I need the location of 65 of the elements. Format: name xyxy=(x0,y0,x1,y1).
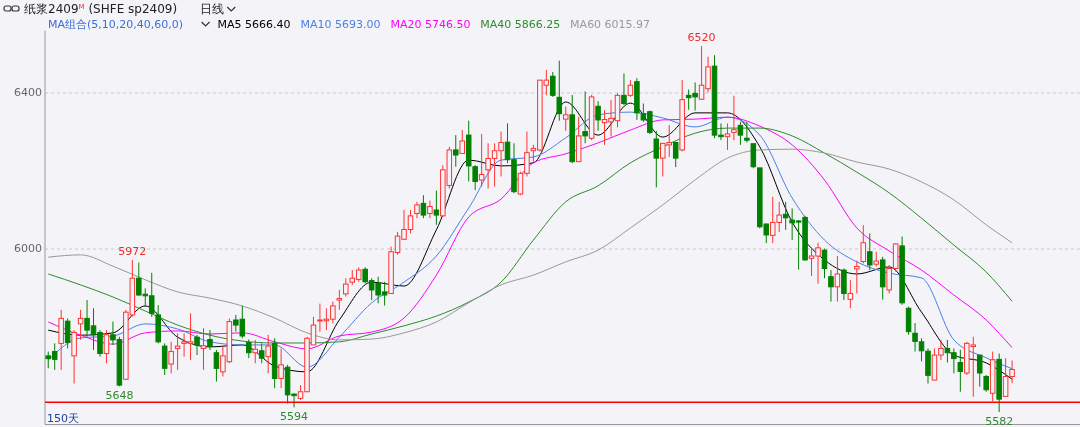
candlestick xyxy=(207,329,213,351)
candlestick xyxy=(200,327,207,371)
candlestick xyxy=(905,306,912,336)
candlestick xyxy=(653,130,660,188)
annotation: 6520 xyxy=(687,31,716,45)
candlestick xyxy=(782,201,789,231)
candlestick xyxy=(71,329,77,385)
annotation: 150天 xyxy=(47,412,79,425)
annotation: 5594 xyxy=(280,410,309,424)
text: MA20 5746.50 xyxy=(390,18,471,31)
candlestick xyxy=(64,317,71,349)
annotation: 5582 xyxy=(985,415,1014,427)
candlestick xyxy=(550,71,556,98)
candlestick xyxy=(478,133,485,188)
text: MA40 5866.25 xyxy=(480,18,561,31)
legend-title: MA组合(5,10,20,40,60,0) xyxy=(48,18,184,31)
text: MA10 5693.00 xyxy=(300,18,381,31)
candlestick xyxy=(860,224,867,264)
candlestick xyxy=(77,309,84,341)
chart-title: 纸浆2409$^{M}$ (SHFE sp2409) xyxy=(24,2,178,16)
candlestick xyxy=(278,347,284,389)
candlestick xyxy=(258,342,265,364)
annotation: 5972 xyxy=(118,244,147,258)
candlestick xyxy=(744,121,750,144)
candlestick xyxy=(161,342,168,376)
text: MA5 5666.40 xyxy=(217,18,291,31)
candlestick xyxy=(737,121,744,146)
candlestick xyxy=(957,349,964,393)
candlestick xyxy=(420,194,427,219)
candlestick xyxy=(174,332,181,371)
candlestick xyxy=(343,277,349,298)
candlestick xyxy=(834,255,841,303)
candlestick xyxy=(213,349,220,383)
candlestick xyxy=(828,269,834,303)
annotation: 5648 xyxy=(105,389,134,403)
candlestick xyxy=(867,232,873,271)
chart-subtitle: 日线 xyxy=(200,2,225,16)
candlestick xyxy=(595,100,601,132)
candlestick xyxy=(336,289,343,311)
candlestick xyxy=(731,95,737,141)
candlestick xyxy=(821,248,828,279)
y-tick-label: 6400 xyxy=(14,86,42,99)
candlestick xyxy=(976,354,983,388)
candlestick xyxy=(194,334,200,356)
candlestick xyxy=(556,60,563,122)
candlestick xyxy=(427,200,433,219)
candlestick xyxy=(724,122,731,151)
candlestick xyxy=(252,339,258,364)
candlestick xyxy=(103,329,110,364)
candlestick xyxy=(582,90,588,144)
candlestick xyxy=(854,260,860,294)
candlestick xyxy=(433,190,440,226)
candlestick xyxy=(562,106,569,132)
candlestick xyxy=(847,279,854,309)
text: MA60 6015.97 xyxy=(570,18,651,31)
candlestick xyxy=(168,341,174,374)
candlestick xyxy=(246,338,252,359)
candlestick xyxy=(459,129,465,155)
candlestick xyxy=(621,73,627,106)
candlestick xyxy=(265,334,271,374)
candlestick xyxy=(841,268,847,301)
candlestick xyxy=(750,143,757,169)
candlestick xyxy=(453,134,459,168)
candlestick xyxy=(672,141,679,168)
y-tick-label: 6000 xyxy=(14,242,42,255)
